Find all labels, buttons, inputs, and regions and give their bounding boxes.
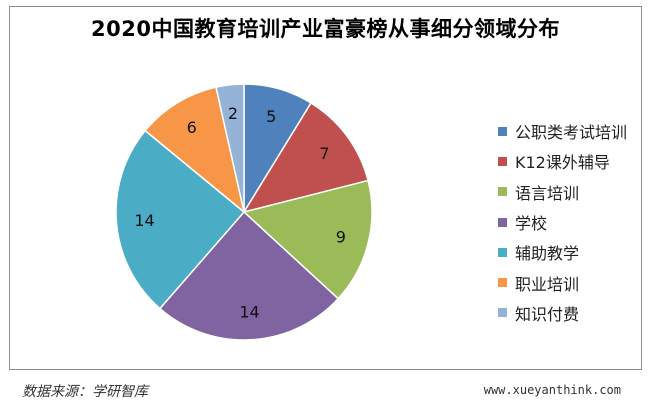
legend-item: K12课外辅导 — [498, 146, 627, 176]
pie-slice — [242, 101, 369, 214]
chart-legend: 公职类考试培训 K12课外辅导 语言培训学校辅助教学职业培训知识付费 — [498, 116, 627, 328]
legend-label: K12课外辅导 — [515, 153, 610, 173]
chart-title: 2020中国教育培训产业富豪榜从事细分领域分布 — [91, 17, 560, 41]
legend-swatch — [498, 278, 507, 288]
legend-label: 辅助教学 — [515, 244, 580, 264]
legend-swatch — [498, 187, 507, 197]
legend-label: 公职类考试培训 — [515, 123, 628, 143]
pie-slice — [215, 83, 245, 213]
slice-value-label: 7 — [319, 144, 329, 163]
pie-slice — [115, 129, 246, 310]
legend-swatch — [498, 308, 507, 318]
slice-value-label: 6 — [187, 118, 197, 137]
chart-frame: 2020中国教育培训产业富豪榜从事细分领域分布 5 7 9 14 14 6 2 公职类考试培… — [9, 6, 642, 370]
legend-item: 职业培训 — [498, 267, 627, 297]
legend-swatch — [498, 247, 507, 257]
legend-item: 公职类考试培训 — [498, 116, 627, 146]
legend-swatch — [498, 217, 507, 227]
pie-chart: 5 7 9 14 14 6 2 — [115, 83, 373, 341]
slice-value-label: 5 — [266, 107, 276, 126]
slice-value-label: 2 — [228, 104, 238, 123]
legend-swatch — [498, 156, 507, 166]
pie-slice — [242, 179, 373, 300]
pie-slice — [144, 86, 246, 214]
pie-slice — [158, 210, 340, 341]
data-source-note: 数据来源：学研智库 — [22, 384, 148, 400]
legend-item: 辅助教学 — [498, 237, 627, 267]
legend-label: 学校 — [515, 214, 548, 234]
slice-value-label: 9 — [336, 228, 346, 247]
legend-swatch — [498, 126, 507, 136]
website-url: www.xueyanthink.com — [483, 383, 621, 397]
legend-item: 学校 — [498, 207, 627, 237]
legend-label: 语言培训 — [515, 183, 580, 203]
legend-label: 知识付费 — [515, 304, 580, 324]
legend-item: 知识付费 — [498, 298, 627, 328]
legend-item: 语言培训 — [498, 177, 627, 207]
slice-value-label: 14 — [134, 211, 154, 230]
legend-label: 职业培训 — [515, 274, 580, 294]
slice-value-label: 14 — [239, 303, 259, 322]
